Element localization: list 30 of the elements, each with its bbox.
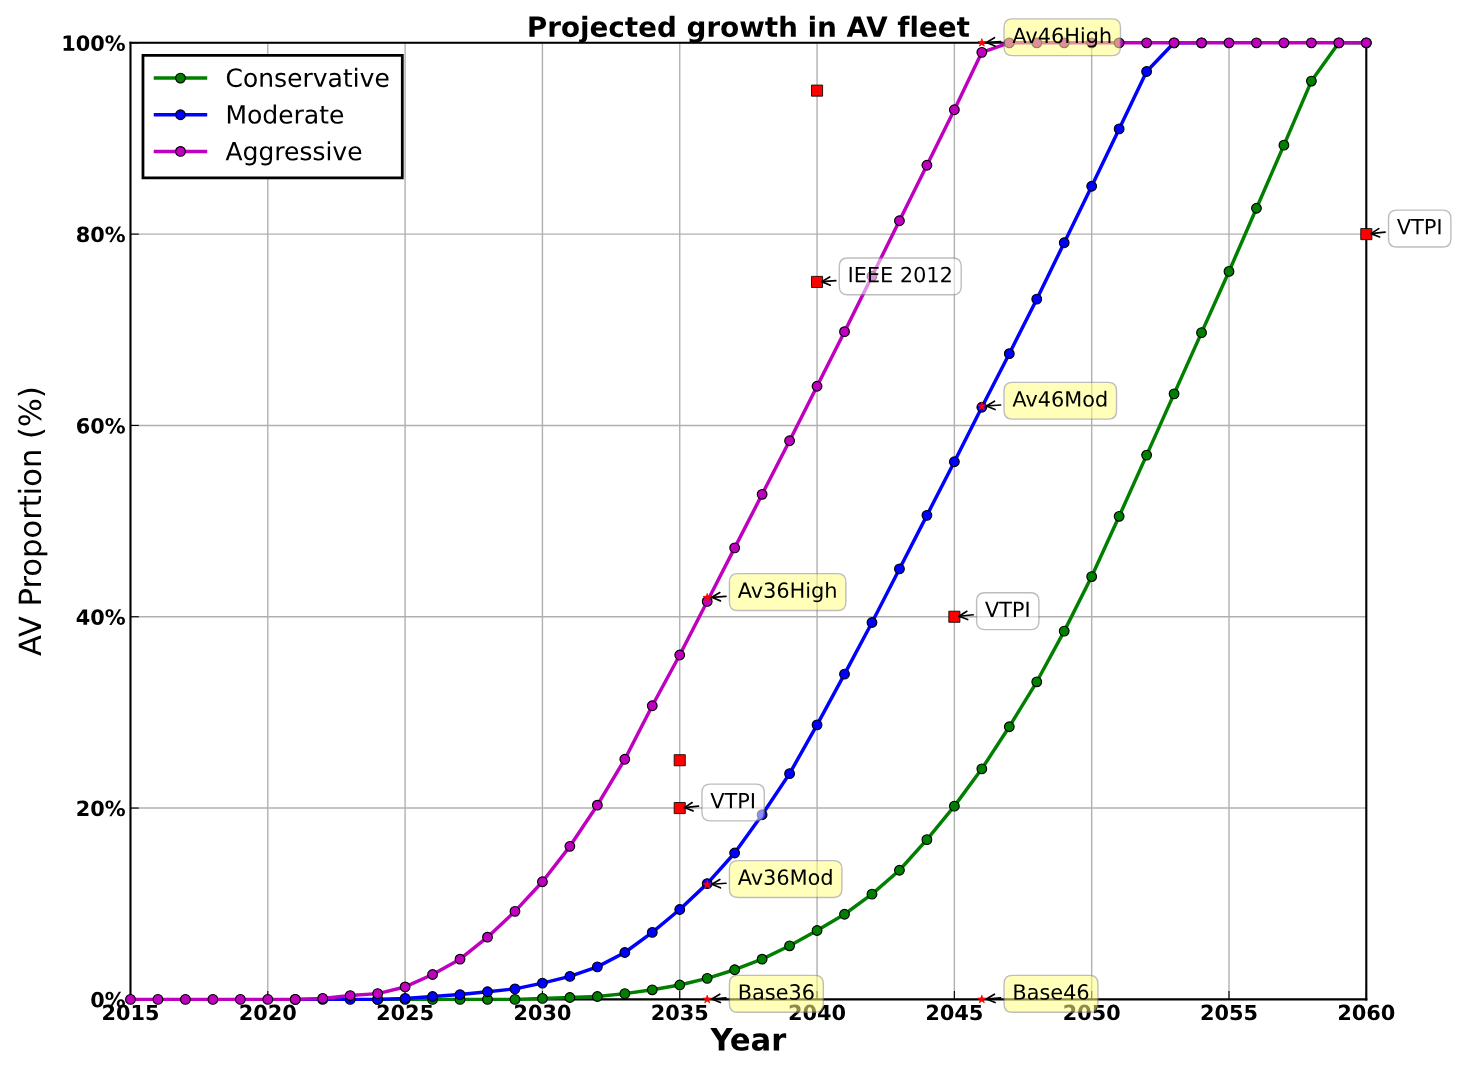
data-label: Av46Mod: [1012, 390, 1107, 407]
x-tick-label: 2035: [652, 1004, 708, 1021]
data-label: VTPI: [985, 601, 1029, 617]
y-tick-label: 60%: [77, 417, 125, 434]
x-tick-label: 2050: [1064, 1004, 1120, 1021]
y-tick-label: 80%: [77, 226, 125, 243]
legend-label: Moderate: [227, 104, 344, 124]
x-axis-title: Year: [710, 1028, 787, 1051]
x-tick-label: 2040: [789, 1004, 846, 1021]
data-label: VTPI: [710, 793, 754, 809]
legend-label: Conservative: [226, 67, 389, 88]
x-tick-label: 2060: [1338, 1004, 1395, 1021]
data-label: VTPI: [1397, 219, 1441, 235]
chart-title: Projected growth in AV fleet: [529, 15, 970, 43]
y-tick-label: 100%: [63, 35, 125, 52]
x-tick-label: 2055: [1201, 1004, 1257, 1021]
x-tick-label: 2020: [240, 1004, 296, 1021]
legend-label: Aggressive: [225, 141, 362, 166]
data-label: Base46: [1014, 984, 1089, 1000]
data-label: Av46High: [1012, 27, 1111, 48]
y-tick-label: 20%: [77, 800, 125, 817]
x-tick-label: 2030: [515, 1004, 571, 1021]
x-tick-label: 2045: [927, 1004, 982, 1021]
y-tick-label: 40%: [76, 609, 125, 625]
data-label: Av36Mod: [737, 868, 832, 886]
data-label: Base36: [739, 984, 814, 1000]
y-axis-title: AV Proportion (%): [17, 388, 48, 656]
data-label: IEEE 2012: [849, 266, 951, 283]
data-label: Av36High: [737, 581, 836, 603]
x-tick-label: 2025: [377, 1004, 433, 1021]
